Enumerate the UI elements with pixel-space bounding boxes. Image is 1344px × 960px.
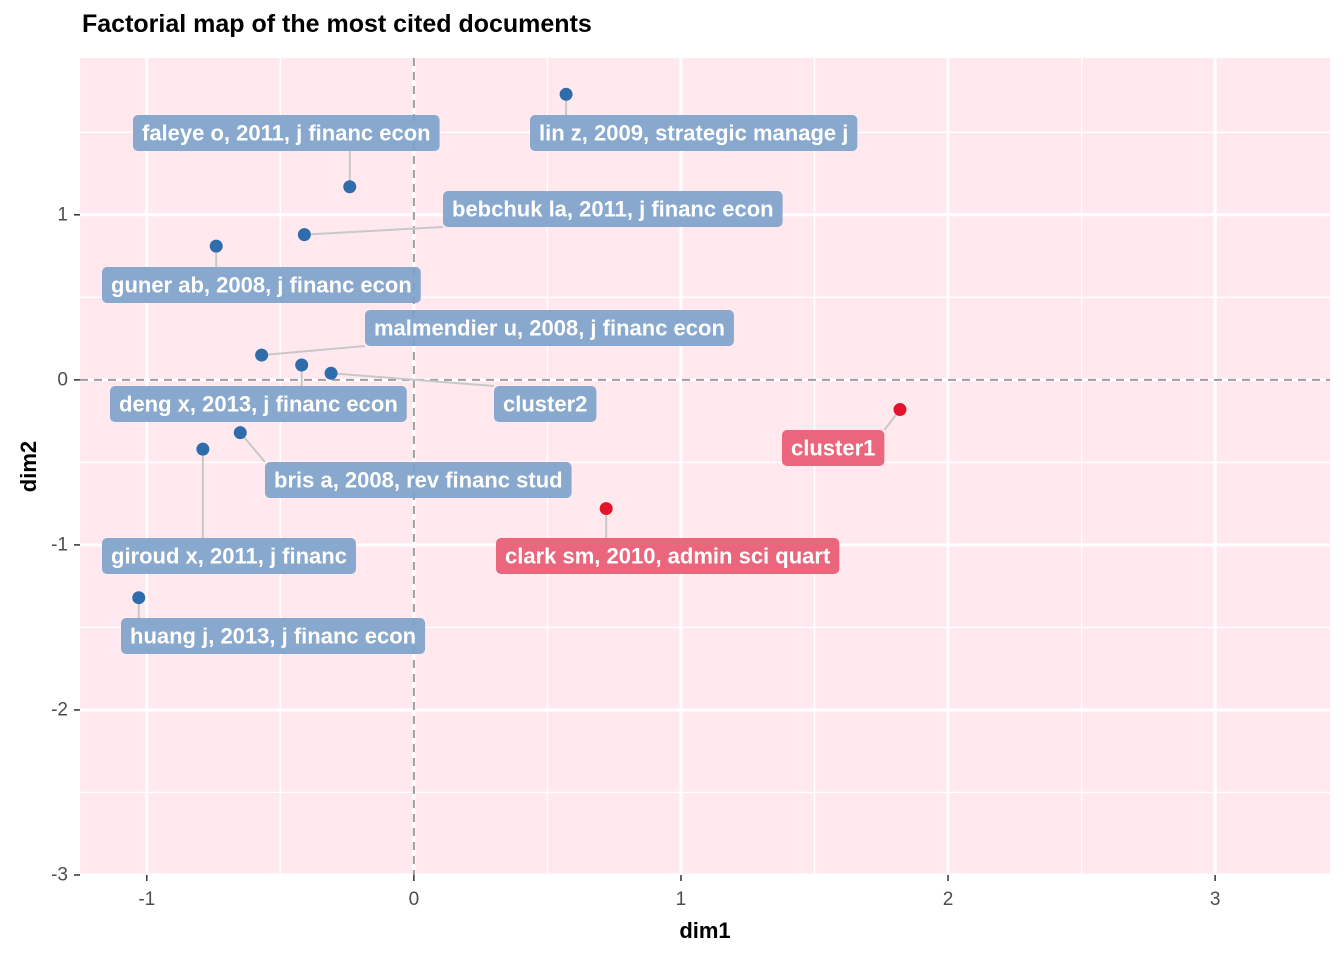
point-label-box — [133, 115, 440, 151]
x-tick-label: -1 — [138, 889, 155, 910]
point-label-box — [443, 191, 783, 227]
data-point — [343, 180, 357, 194]
point-label: guner ab, 2008, j financ econ — [102, 267, 421, 303]
point-label-text: lin z, 2009, strategic manage j — [539, 121, 848, 146]
point-label-box — [102, 267, 421, 303]
x-tick-label: 0 — [409, 889, 420, 910]
point-label: huang j, 2013, j financ econ — [121, 618, 426, 654]
data-point — [559, 87, 573, 101]
data-point — [132, 591, 146, 605]
data-point — [295, 358, 309, 372]
y-tick-label: 1 — [57, 204, 68, 225]
point-label: bebchuk la, 2011, j financ econ — [443, 191, 783, 227]
x-tick-label: 1 — [676, 889, 687, 910]
point-label-box — [121, 618, 426, 654]
y-tick-label: -3 — [51, 865, 68, 886]
data-points — [132, 87, 907, 605]
x-tick-label: 3 — [1210, 889, 1221, 910]
point-label: malmendier u, 2008, j financ econ — [365, 310, 734, 346]
point-labels: lin z, 2009, strategic manage j faleye o,… — [102, 115, 885, 654]
point-label-text: cluster1 — [791, 436, 875, 461]
point-label-box — [782, 430, 885, 466]
chart-title: Factorial map of the most cited document… — [82, 10, 592, 38]
point-label-text: bris a, 2008, rev financ stud — [274, 468, 563, 493]
point-label: clark sm, 2010, admin sci quart — [496, 538, 840, 574]
point-label-text: malmendier u, 2008, j financ econ — [374, 316, 725, 341]
point-label-text: bebchuk la, 2011, j financ econ — [452, 197, 774, 222]
y-tick-label: -1 — [51, 534, 68, 555]
label-connector — [261, 345, 366, 357]
x-tick-label: 2 — [943, 889, 954, 910]
point-label: bris a, 2008, rev financ stud — [265, 462, 572, 498]
data-point — [599, 502, 613, 516]
y-axis-title: dim2 — [16, 441, 41, 492]
data-point — [233, 426, 247, 440]
data-point — [324, 366, 338, 380]
point-label-text: huang j, 2013, j financ econ — [130, 624, 416, 649]
data-point — [196, 442, 210, 456]
point-label-box — [365, 310, 734, 346]
point-label-box — [102, 538, 356, 574]
point-label-box — [110, 386, 407, 422]
x-axis-title: dim1 — [679, 918, 730, 943]
point-label-text: cluster2 — [503, 392, 587, 417]
point-label-text: clark sm, 2010, admin sci quart — [505, 544, 831, 569]
y-tick-label: -2 — [51, 699, 68, 720]
point-label: cluster1 — [782, 430, 885, 466]
label-connector — [304, 226, 444, 236]
data-point — [893, 403, 907, 417]
point-label-box — [494, 386, 597, 422]
data-point — [255, 348, 269, 362]
point-label: lin z, 2009, strategic manage j — [530, 115, 858, 151]
point-label-box — [496, 538, 840, 574]
point-label-box — [265, 462, 572, 498]
point-label-text: faleye o, 2011, j financ econ — [142, 121, 431, 146]
point-label-text: deng x, 2013, j financ econ — [119, 392, 398, 417]
point-label: deng x, 2013, j financ econ — [110, 386, 407, 422]
point-label: cluster2 — [494, 386, 597, 422]
axes: -1 0 1 2 3 -3 -2 -1 0 1 dim1 dim2 — [16, 204, 1220, 943]
data-point — [209, 239, 223, 253]
point-label-box — [530, 115, 858, 151]
y-tick-label: 0 — [57, 369, 68, 390]
label-connector — [330, 372, 495, 387]
point-label-text: guner ab, 2008, j financ econ — [111, 273, 412, 298]
data-point — [297, 228, 311, 242]
point-label-text: giroud x, 2011, j financ — [111, 544, 347, 569]
point-label: giroud x, 2011, j financ — [102, 538, 356, 574]
point-label: faleye o, 2011, j financ econ — [133, 115, 440, 151]
